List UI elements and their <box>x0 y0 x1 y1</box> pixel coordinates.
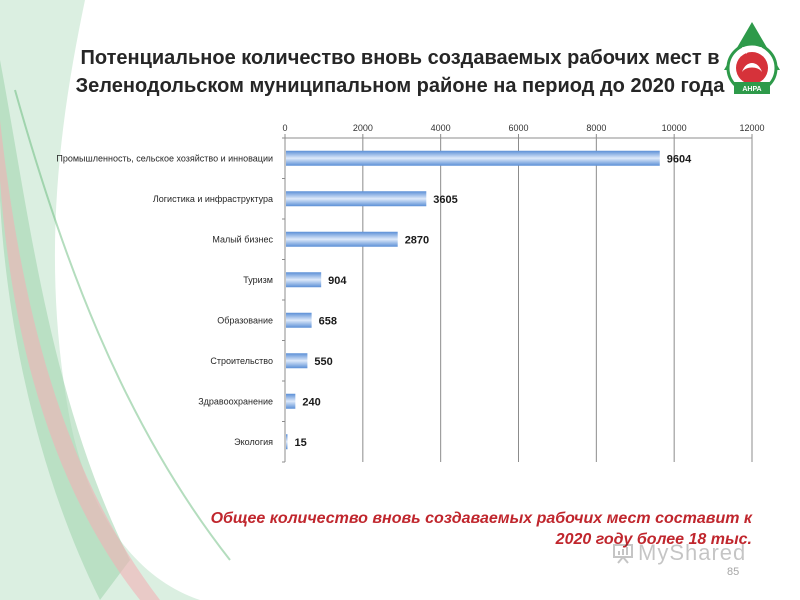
bar <box>286 312 312 328</box>
bar <box>286 434 288 450</box>
bar-chart: 0 2000 4000 6000 8000 10000 12000 Промышленност… <box>56 123 765 463</box>
bar <box>286 191 427 207</box>
data-label: 2870 <box>405 234 429 246</box>
y-category-label: Туризм <box>243 275 273 285</box>
y-category-label: Малый бизнес <box>212 234 273 244</box>
bar <box>286 353 308 369</box>
y-category-label: Образование <box>217 315 273 325</box>
tatarstan-emblem-icon <box>742 63 762 72</box>
x-tick-label: 0 <box>282 123 287 133</box>
logo-inner-circle <box>736 52 768 84</box>
slide-title: Потенциальное количество вновь создаваем… <box>75 47 725 97</box>
axes <box>282 134 753 463</box>
bars <box>286 150 660 450</box>
watermark: MyShared <box>612 538 746 568</box>
x-tick-label: 8000 <box>586 123 606 133</box>
bar <box>286 150 660 166</box>
y-category-label: Логистика и инфраструктура <box>153 194 273 204</box>
page-number: 85 <box>727 566 740 578</box>
y-category-label: Экология <box>234 437 273 447</box>
gridlines <box>284 138 753 462</box>
y-category-label: Промышленность, сельское хозяйство и инн… <box>56 153 273 163</box>
y-category-label: Здравоохранение <box>198 396 273 406</box>
summary-text: Общее количество вновь создаваемых рабоч… <box>210 510 752 548</box>
x-tick-label: 10000 <box>662 123 687 133</box>
x-tick-label: 2000 <box>353 123 373 133</box>
bar <box>286 272 322 288</box>
logo-top-text: ЦПЭИ <box>742 47 762 54</box>
bar <box>286 393 296 409</box>
cpei-logo: ЦПЭИ АНРА <box>724 22 780 94</box>
x-tick-label: 12000 <box>739 123 764 133</box>
labels: 0 2000 4000 6000 8000 10000 12000 Промышленност… <box>56 123 764 449</box>
data-label: 3605 <box>433 194 457 206</box>
data-label: 9604 <box>667 153 692 165</box>
data-label: 240 <box>302 396 320 408</box>
x-tick-label: 4000 <box>431 123 451 133</box>
data-label: 904 <box>328 275 347 287</box>
presentation-board-icon <box>613 544 633 564</box>
logo-bottom-text: АНРА <box>742 86 761 93</box>
x-tick-label: 6000 <box>508 123 528 133</box>
decor-red-stripe <box>0 120 160 600</box>
decor-green-line <box>14 89 231 561</box>
data-label: 658 <box>319 315 337 327</box>
logo-ribbon <box>734 82 770 94</box>
data-label: 15 <box>295 437 307 449</box>
bar <box>286 231 398 247</box>
data-label: 550 <box>314 356 332 368</box>
y-category-label: Строительство <box>210 356 273 366</box>
watermark-text: MyShared <box>638 540 747 565</box>
